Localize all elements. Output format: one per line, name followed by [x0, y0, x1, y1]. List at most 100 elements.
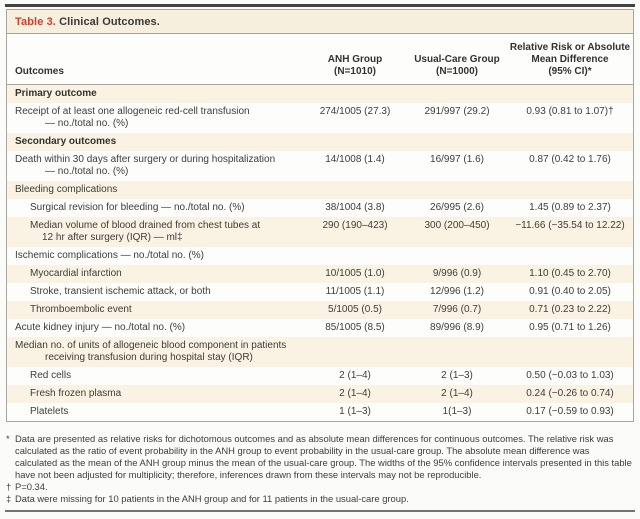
outcome-label: Receipt of at least one allogeneic red-c… [15, 106, 250, 129]
anh-value [303, 181, 407, 199]
table-row: Platelets 1 (1–3) 1(1–3) 0.17 (−0.59 to … [7, 403, 633, 421]
anh-value: 38/1004 (3.8) [325, 202, 385, 213]
table-body: Primary outcome Receipt of at least one … [7, 84, 633, 422]
outcome-label: Death within 30 days after surgery or du… [15, 154, 276, 177]
table-title-bar: Table 3. Clinical Outcomes. [7, 10, 633, 34]
relative-risk-value [507, 247, 633, 265]
footnote-marker: † [6, 480, 12, 492]
outcome-label: Myocardial infarction [7, 265, 303, 283]
anh-value: 2 (1–4) [339, 370, 371, 381]
table-row: Ischemic complications — no./total no. (… [7, 247, 633, 265]
table-header: Outcomes ANH Group (N=1010) Usual-Care G… [7, 34, 633, 85]
relative-risk-value: 0.71 (0.23 to 2.22) [507, 301, 633, 319]
outcome-label: Bleeding complications [7, 181, 303, 199]
usual-care-value: 1(1–3) [442, 406, 472, 417]
relative-risk-value [507, 181, 633, 199]
footnote: † P=0.34. [6, 481, 634, 493]
usual-care-value: 12/996 (1.2) [430, 286, 484, 297]
outcome-label: Median no. of units of allogeneic blood … [7, 337, 303, 367]
usual-care-value: 89/996 (8.9) [430, 322, 484, 333]
relative-risk-value: 0.91 (0.40 to 2.05) [529, 286, 611, 297]
relative-risk-value: 0.17 (−0.59 to 0.93) [526, 406, 614, 417]
usual-care-value: 300 (200–450) [407, 217, 507, 247]
table-row: Median volume of blood drained from ches… [7, 217, 633, 247]
relative-risk-value [507, 337, 633, 367]
anh-value: 1 (1–3) [339, 406, 371, 417]
relative-risk-value: 0.93 (0.81 to 1.07)† [526, 106, 614, 117]
table-row: Receipt of at least one allogeneic red-c… [7, 103, 633, 133]
footnote-text: P=0.34. [15, 480, 48, 492]
outcome-label: Acute kidney injury — no./total no. (%) [15, 322, 186, 333]
anh-value: 85/1005 (8.5) [325, 322, 385, 333]
relative-risk-value: 1.45 (0.89 to 2.37) [529, 202, 611, 213]
table-row: Thromboembolic event 5/1005 (0.5) 7/996 … [7, 301, 633, 319]
table-row: Fresh frozen plasma 2 (1–4) 2 (1–4) 0.24… [7, 385, 633, 403]
outcome-label: Primary outcome [7, 84, 303, 103]
table-row: Median no. of units of allogeneic blood … [7, 337, 633, 367]
relative-risk-value [507, 133, 633, 151]
usual-care-value: 2 (1–4) [407, 385, 507, 403]
header-row: Outcomes ANH Group (N=1010) Usual-Care G… [7, 34, 633, 85]
table-row: Surgical revision for bleeding — no./tot… [7, 199, 633, 217]
column-header-anh-group: ANH Group (N=1010) [303, 34, 407, 85]
usual-care-value [407, 247, 507, 265]
usual-care-value: 291/997 (29.2) [424, 106, 490, 117]
column-header-outcomes: Outcomes [7, 34, 303, 85]
relative-risk-value [507, 84, 633, 103]
table-title: Clinical Outcomes. [56, 16, 160, 28]
top-rule [5, 4, 635, 7]
table-row: Primary outcome [7, 84, 633, 103]
outcome-label: Secondary outcomes [7, 133, 303, 151]
relative-risk-value: 0.50 (−0.03 to 1.03) [526, 370, 614, 381]
relative-risk-value: 1.10 (0.45 to 2.70) [507, 265, 633, 283]
anh-value [303, 133, 407, 151]
anh-value [303, 337, 407, 367]
outcome-label: Red cells [30, 370, 72, 381]
table-label: Table 3. [15, 16, 56, 28]
table-row: Red cells 2 (1–4) 2 (1–3) 0.50 (−0.03 to… [7, 367, 633, 385]
clinical-outcomes-table: Table 3. Clinical Outcomes. Outcomes ANH… [6, 9, 634, 422]
footnote: * Data are presented as relative risks f… [6, 433, 634, 481]
anh-value: 14/1008 (1.4) [325, 154, 385, 165]
footnote: ‡ Data were missing for 10 patients in t… [6, 493, 634, 505]
anh-value: 10/1005 (1.0) [303, 265, 407, 283]
anh-value: 290 (190–423) [303, 217, 407, 247]
relative-risk-value: 0.95 (0.71 to 1.26) [529, 322, 611, 333]
usual-care-value: 7/996 (0.7) [407, 301, 507, 319]
anh-value: 274/1005 (27.3) [319, 106, 391, 117]
outcome-label: Surgical revision for bleeding — no./tot… [30, 202, 245, 213]
column-header-relative-risk: Relative Risk or Absolute Mean Differenc… [507, 34, 633, 85]
footnotes: * Data are presented as relative risks f… [6, 433, 634, 504]
outcome-label: Ischemic complications — no./total no. (… [15, 250, 204, 261]
footnote-text: Data are presented as relative risks for… [15, 433, 632, 480]
usual-care-value: 2 (1–3) [441, 370, 473, 381]
table-row: Myocardial infarction 10/1005 (1.0) 9/99… [7, 265, 633, 283]
outcome-label: Median volume of blood drained from ches… [7, 217, 303, 247]
table-row: Acute kidney injury — no./total no. (%) … [7, 319, 633, 337]
relative-risk-value: −11.66 (−35.54 to 12.22) [507, 217, 633, 247]
usual-care-value [407, 133, 507, 151]
outcome-label: Thromboembolic event [7, 301, 303, 319]
table-row: Secondary outcomes [7, 133, 633, 151]
bottom-rule [5, 510, 635, 512]
footnote-text: Data were missing for 10 patients in the… [15, 492, 409, 504]
anh-value [303, 84, 407, 103]
usual-care-value [407, 337, 507, 367]
footnote-marker: ‡ [6, 492, 12, 504]
outcome-label: Fresh frozen plasma [7, 385, 303, 403]
outcome-label: Platelets [30, 406, 69, 417]
table-title-text: Clinical Outcomes. [59, 16, 160, 28]
relative-risk-value: 0.87 (0.42 to 1.76) [529, 154, 611, 165]
outcome-label: Stroke, transient ischemic attack, or bo… [30, 286, 211, 297]
footnote-marker: * [6, 433, 10, 444]
anh-value: 11/1005 (1.1) [325, 286, 385, 297]
usual-care-value: 26/995 (2.6) [430, 202, 484, 213]
outcomes-table: Outcomes ANH Group (N=1010) Usual-Care G… [7, 34, 633, 421]
usual-care-value: 16/997 (1.6) [430, 154, 484, 165]
table-row: Death within 30 days after surgery or du… [7, 151, 633, 181]
column-header-usual-care-group: Usual-Care Group (N=1000) [407, 34, 507, 85]
anh-value: 5/1005 (0.5) [303, 301, 407, 319]
anh-value: 2 (1–4) [303, 385, 407, 403]
anh-value [303, 247, 407, 265]
